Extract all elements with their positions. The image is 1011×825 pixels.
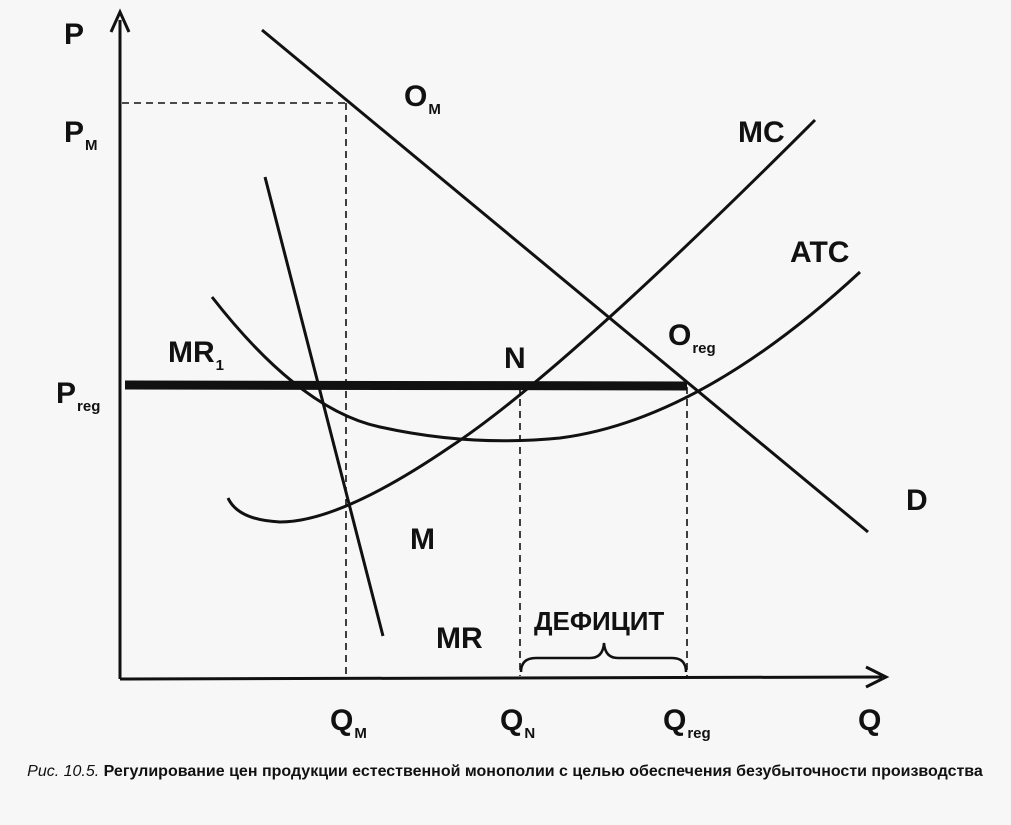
mr-label: MR xyxy=(436,622,483,655)
mc-curve xyxy=(226,118,817,524)
qreg-label: Qreg xyxy=(663,704,711,742)
mr-curve xyxy=(263,176,385,637)
atc-curve xyxy=(210,270,862,443)
qm-label: QM xyxy=(330,704,367,742)
regulated-price-line xyxy=(124,380,688,391)
demand-label: D xyxy=(906,484,928,517)
oreg-label: Oreg xyxy=(668,319,716,357)
mc-label: MC xyxy=(738,116,785,149)
m-label: M xyxy=(410,523,435,556)
deficit-label: ДЕФИЦИТ xyxy=(534,606,664,636)
caption-text: Регулирование цен продукции естественной… xyxy=(103,763,983,780)
monopoly-regulation-diagram: P Q PM Preg QM QN Qreg MC ATC D MR MR1 O… xyxy=(56,8,928,742)
deficit-brace xyxy=(519,642,688,673)
price-axis-label: P xyxy=(64,18,84,51)
qn-label: QN xyxy=(500,704,535,742)
mr1-label: MR1 xyxy=(168,336,224,374)
preg-label: Preg xyxy=(56,377,100,415)
om-label: OM xyxy=(404,80,441,118)
pm-label: PM xyxy=(64,116,98,154)
quantity-axis-arrow xyxy=(865,665,890,689)
n-label: N xyxy=(504,342,526,375)
price-axis-arrow xyxy=(109,8,131,33)
figure-caption: Рис. 10.5. Регулирование цен продукции е… xyxy=(10,762,1000,781)
caption-number: Рис. 10.5. xyxy=(27,763,100,780)
demand-curve xyxy=(261,28,869,534)
atc-label: ATC xyxy=(790,236,849,269)
quantity-axis-label: Q xyxy=(858,704,881,737)
quantity-axis xyxy=(119,675,883,681)
